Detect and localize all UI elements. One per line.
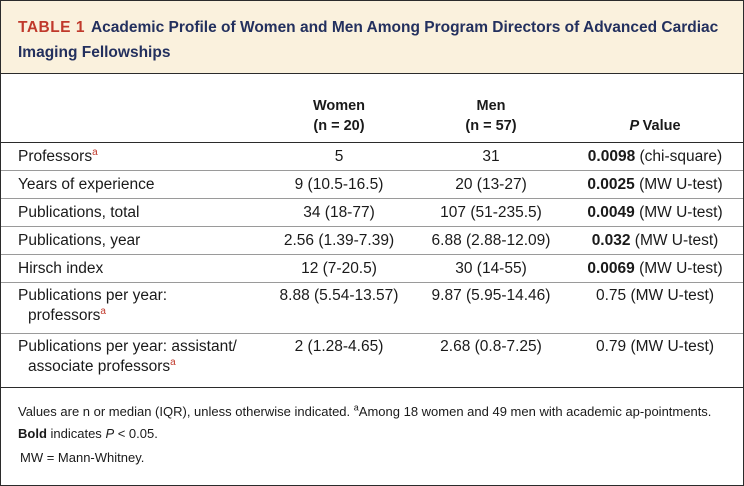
p-value-bold: 0.0049 (587, 203, 635, 221)
p-value: 0.0049 (MW U-test) (567, 198, 743, 227)
row-label: Publications per year: assistant/ associ… (1, 333, 263, 388)
header-pvalue: P Value (567, 74, 743, 143)
women-value: 12 (7-20.5) (263, 254, 415, 283)
p-test: (MW U-test) (639, 175, 723, 193)
row-label: Years of experience (1, 170, 263, 199)
footnote-text: Values are n or median (IQR), unless oth… (18, 404, 354, 419)
row-label: Publications, total (1, 198, 263, 227)
men-value: 107 (51-235.5) (415, 198, 567, 227)
men-value: 30 (14-55) (415, 254, 567, 283)
p-value: 0.0025 (MW U-test) (567, 170, 743, 199)
footnote-marker: a (170, 356, 176, 368)
men-value: 31 (415, 142, 567, 171)
table-row: Years of experience 9 (10.5-16.5) 20 (13… (1, 170, 743, 199)
women-value: 8.88 (5.54-13.57) (263, 282, 415, 334)
table-title-bar: TABLE 1 Academic Profile of Women and Men… (1, 1, 743, 74)
row-label-text: Professors (18, 147, 93, 165)
p-test: (MW U-test) (639, 259, 723, 277)
header-p: P (629, 118, 639, 134)
header-men-n: (n = 57) (465, 118, 517, 134)
row-label-line2: professors (28, 307, 101, 324)
table-row: Publications, year 2.56 (1.39-7.39) 6.88… (1, 226, 743, 255)
p-value-bold: 0.032 (591, 231, 631, 249)
table-row: Publications, total 34 (18-77) 107 (51-2… (1, 198, 743, 227)
p-value-bold: 0.0069 (587, 259, 635, 277)
p-value-bold: 0.0025 (587, 175, 635, 193)
header-men-name: Men (476, 98, 506, 114)
footnote-marker: a (353, 402, 359, 413)
table-row: Publications per year: professorsa 8.88 … (1, 282, 743, 334)
row-label: Professorsa (1, 142, 263, 171)
header-empty (1, 74, 263, 143)
footnote-p: P (105, 426, 115, 441)
p-value: 0.0069 (MW U-test) (567, 254, 743, 283)
footnote-line1: Values are n or median (IQR), unless oth… (18, 401, 730, 445)
p-test: (MW U-test) (639, 203, 723, 221)
table-title: TABLE 1 Academic Profile of Women and Men… (18, 15, 730, 65)
table-footnote: Values are n or median (IQR), unless oth… (18, 401, 730, 469)
footnote-text: < 0.05. (114, 426, 158, 441)
p-test: (MW U-test) (634, 231, 719, 249)
footnote-text: Among 18 women and 49 men with academic … (358, 404, 712, 419)
data-table-area: Women (n = 20) Men (n = 57) P Value Prof… (1, 74, 743, 388)
women-value: 9 (10.5-16.5) (263, 170, 415, 199)
row-label: Publications per year: professorsa (1, 282, 263, 334)
header-women-name: Women (312, 98, 366, 114)
header-row: Women (n = 20) Men (n = 57) P Value (1, 74, 743, 143)
academic-profile-table: Women (n = 20) Men (n = 57) P Value Prof… (1, 74, 743, 388)
row-label-line2: associate professors (28, 358, 171, 375)
header-men: Men (n = 57) (415, 74, 567, 143)
table-caption: Academic Profile of Women and Men Among … (18, 19, 719, 61)
header-value: Value (642, 118, 681, 134)
women-value: 2 (1.28-4.65) (263, 333, 415, 388)
row-label-line1: Publications per year: assistant/ (18, 338, 237, 355)
footnote-abbreviation: MW = Mann-Whitney. (20, 450, 145, 465)
p-test: (chi-square) (639, 147, 723, 165)
p-value: 0.75 (MW U-test) (567, 282, 743, 334)
men-value: 6.88 (2.88-12.09) (415, 226, 567, 255)
p-value: 0.032 (MW U-test) (567, 226, 743, 255)
footnote-bold: Bold (18, 426, 47, 441)
men-value: 20 (13-27) (415, 170, 567, 199)
header-women: Women (n = 20) (263, 74, 415, 143)
p-value: 0.0098 (chi-square) (567, 142, 743, 171)
women-value: 34 (18-77) (263, 198, 415, 227)
table-row: Hirsch index 12 (7-20.5) 30 (14-55) 0.00… (1, 254, 743, 283)
footnote-text: indicates (46, 426, 106, 441)
p-value: 0.79 (MW U-test) (567, 333, 743, 388)
men-value: 2.68 (0.8-7.25) (415, 333, 567, 388)
header-women-n: (n = 20) (313, 118, 365, 134)
table-row: Publications per year: assistant/ associ… (1, 333, 743, 388)
row-label: Publications, year (1, 226, 263, 255)
footnote-marker: a (92, 146, 98, 158)
footnote-marker: a (100, 305, 106, 317)
women-value: 5 (263, 142, 415, 171)
men-value: 9.87 (5.95-14.46) (415, 282, 567, 334)
women-value: 2.56 (1.39-7.39) (263, 226, 415, 255)
row-label: Hirsch index (1, 254, 263, 283)
table-number: TABLE 1 (18, 19, 85, 36)
row-label-line1: Publications per year: (18, 287, 168, 304)
p-value-bold: 0.0098 (587, 147, 636, 165)
table-row: Professorsa 5 31 0.0098 (chi-square) (1, 142, 743, 171)
